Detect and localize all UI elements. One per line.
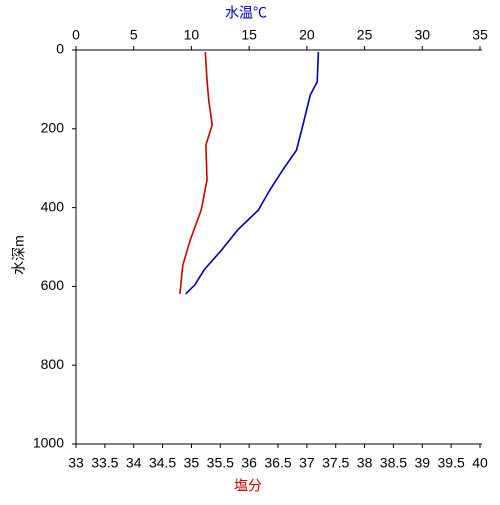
- x-tick-label: 36: [241, 455, 257, 471]
- x-axis-label: 塩分: [234, 478, 262, 494]
- y-tick-label: 400: [41, 198, 65, 214]
- y-axis-label: 水深m: [11, 235, 27, 275]
- x2-tick-label: 30: [414, 27, 430, 43]
- x-tick-label: 39.5: [438, 455, 465, 471]
- x2-tick-label: 25: [357, 27, 373, 43]
- x-tick-label: 34.5: [149, 455, 176, 471]
- x-tick-label: 34: [126, 455, 142, 471]
- y-tick-label: 1000: [33, 435, 64, 451]
- x-tick-label: 37: [299, 455, 315, 471]
- x-tick-label: 36.5: [264, 455, 291, 471]
- profile-line: [185, 51, 320, 295]
- x2-tick-label: 10: [184, 27, 200, 43]
- y-tick-label: 800: [41, 356, 65, 372]
- y-tick-label: 200: [41, 120, 65, 136]
- x-tick-label: 33.5: [91, 455, 118, 471]
- x-tick-label: 35.5: [207, 455, 234, 471]
- y-tick-label: 600: [41, 277, 65, 293]
- x-tick-label: 40: [472, 455, 488, 471]
- x2-tick-label: 35: [472, 27, 488, 43]
- x-tick-label: 33: [68, 455, 84, 471]
- profile-line: [179, 51, 214, 294]
- y-tick-label: 0: [56, 41, 64, 57]
- x-tick-label: 38.5: [380, 455, 407, 471]
- x2-axis-label: 水温℃: [225, 5, 267, 21]
- x2-tick-label: 15: [241, 27, 257, 43]
- x-tick-label: 38: [357, 455, 373, 471]
- x2-tick-label: 0: [72, 27, 80, 43]
- x-tick-label: 39: [414, 455, 430, 471]
- x2-tick-label: 5: [130, 27, 138, 43]
- x-tick-label: 37.5: [322, 455, 349, 471]
- x2-tick-label: 20: [299, 27, 315, 43]
- x-tick-label: 35: [184, 455, 200, 471]
